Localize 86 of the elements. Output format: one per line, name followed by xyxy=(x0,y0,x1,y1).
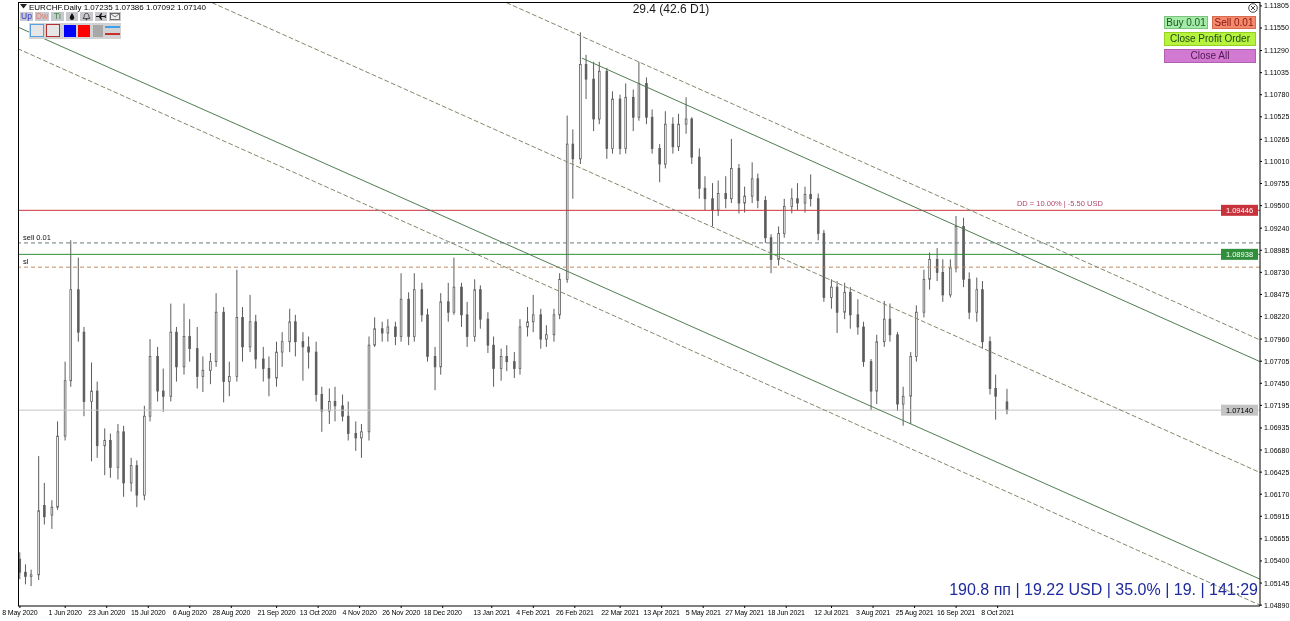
button: Dw xyxy=(35,12,49,21)
candlestick xyxy=(394,321,397,346)
candlestick xyxy=(658,143,661,183)
candlestick xyxy=(188,318,191,363)
candlestick xyxy=(724,175,727,209)
candlestick xyxy=(513,351,516,379)
candlestick xyxy=(888,303,892,343)
candlestick xyxy=(684,96,688,135)
candlestick xyxy=(901,386,905,427)
annotation: 29.4 (42.6 D1) xyxy=(632,2,710,16)
candlestick xyxy=(288,308,291,353)
candlestick xyxy=(228,361,231,397)
candlestick xyxy=(883,300,886,348)
candlestick xyxy=(103,427,106,476)
button: Buy 0.01 xyxy=(1164,16,1208,29)
candlestick xyxy=(531,294,535,333)
button: Ti xyxy=(51,12,64,21)
candlestick xyxy=(830,278,833,310)
candlestick xyxy=(294,314,297,357)
candlestick xyxy=(671,116,675,155)
button: Sell 0.01 xyxy=(1212,16,1256,29)
candlestick xyxy=(849,286,852,330)
candlestick xyxy=(24,563,27,585)
candlestick xyxy=(552,308,556,343)
candlestick xyxy=(43,482,46,526)
candlestick xyxy=(809,173,812,208)
candlestick xyxy=(928,251,931,291)
candlestick xyxy=(262,346,265,383)
candlestick xyxy=(90,361,93,462)
candlestick xyxy=(29,569,33,587)
candlestick xyxy=(677,113,680,152)
candlestick xyxy=(803,186,807,214)
candlestick xyxy=(320,386,324,433)
chart-title: EURCHF.Daily 1.07235 1.07386 1.07092 1.07140 xyxy=(29,2,207,12)
candlestick xyxy=(129,457,133,493)
candlestick xyxy=(328,387,331,425)
candlestick xyxy=(631,89,635,132)
candlestick xyxy=(380,321,384,343)
button: Close Profit Order xyxy=(1164,32,1256,46)
candlestick xyxy=(505,344,509,372)
candlestick xyxy=(499,348,503,382)
candlestick xyxy=(433,346,437,391)
candlestick xyxy=(333,386,337,422)
candlestick xyxy=(201,355,205,393)
candlestick xyxy=(756,173,760,209)
candlestick xyxy=(346,400,350,441)
candlestick xyxy=(267,355,271,397)
button: Close All xyxy=(1164,49,1256,63)
candlestick xyxy=(545,324,548,348)
candlestick xyxy=(50,499,54,530)
candlestick xyxy=(526,306,529,337)
candlestick xyxy=(790,187,794,214)
candlestick xyxy=(856,298,860,336)
candlestick xyxy=(843,282,846,320)
candlestick xyxy=(386,318,390,343)
candlestick xyxy=(492,336,495,388)
candlestick xyxy=(354,420,358,452)
candlestick xyxy=(280,331,284,368)
button: Up xyxy=(20,12,33,21)
candlestick xyxy=(769,233,773,274)
annotation: Ti xyxy=(54,11,61,22)
candlestick xyxy=(743,186,746,214)
candlestick xyxy=(994,374,997,421)
candlestick xyxy=(584,54,588,100)
candlestick xyxy=(373,316,376,348)
candlestick xyxy=(941,258,945,303)
candlestick xyxy=(162,368,165,413)
candlestick xyxy=(465,301,469,348)
candlestick xyxy=(341,394,344,422)
annotation: Close All xyxy=(1190,50,1230,61)
candlestick xyxy=(301,331,305,382)
annotation: Close Profit Order xyxy=(1169,33,1251,44)
candlestick xyxy=(703,175,707,211)
candlestick xyxy=(716,180,720,217)
candlestick xyxy=(307,336,310,370)
candlestick xyxy=(571,128,575,200)
candlestick xyxy=(935,247,939,282)
candlestick xyxy=(209,352,212,385)
candlestick xyxy=(750,161,754,204)
candlestick xyxy=(975,277,979,323)
annotation: 190.8 пп | 19.22 USD | 35.0% | 19. | 141:29 xyxy=(949,581,1258,598)
candlestick xyxy=(796,182,799,211)
candlestick xyxy=(447,282,450,323)
candlestick xyxy=(711,182,714,227)
candlestick xyxy=(360,423,363,459)
candlestick xyxy=(1005,388,1009,415)
